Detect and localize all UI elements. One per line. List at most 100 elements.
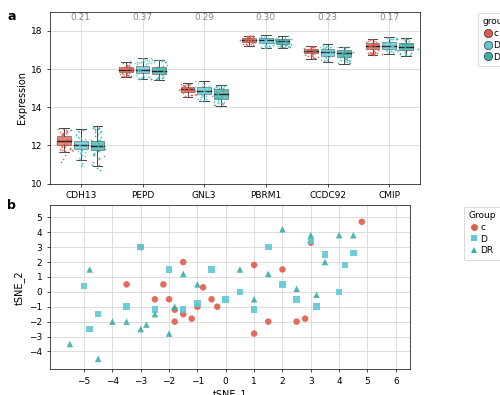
Point <box>220 99 228 105</box>
Point <box>136 244 144 250</box>
Point <box>310 44 318 51</box>
Point <box>407 41 415 47</box>
Bar <box>136 66 149 73</box>
Point <box>197 94 205 100</box>
Point <box>199 284 207 291</box>
Point <box>160 58 168 65</box>
Point <box>273 40 281 46</box>
Point <box>270 40 278 47</box>
Point <box>68 147 76 154</box>
Point <box>218 93 226 99</box>
Point <box>127 73 135 79</box>
Point <box>244 41 252 48</box>
Point <box>321 50 329 56</box>
Point <box>158 75 166 81</box>
Point <box>96 128 104 134</box>
Point <box>59 130 67 137</box>
Point <box>272 39 280 45</box>
Point <box>318 45 326 51</box>
Point <box>310 47 318 54</box>
Point <box>139 69 147 75</box>
Point <box>179 259 187 265</box>
Point <box>58 132 66 139</box>
Point <box>61 148 69 154</box>
Point <box>249 41 257 48</box>
Point <box>280 38 288 44</box>
Point <box>72 132 80 138</box>
Point <box>250 296 258 303</box>
Point <box>92 165 100 171</box>
Point <box>261 45 269 51</box>
Point <box>92 147 100 153</box>
Point <box>242 41 250 47</box>
Point <box>74 128 82 134</box>
Y-axis label: tSNE_2: tSNE_2 <box>14 270 25 305</box>
Point <box>388 43 396 49</box>
Point <box>277 37 285 43</box>
Point <box>258 43 266 50</box>
Point <box>98 143 106 149</box>
Point <box>77 147 85 154</box>
X-axis label: tSNE_1: tSNE_1 <box>213 389 247 395</box>
Point <box>114 64 122 70</box>
Point <box>188 92 196 98</box>
Point <box>194 301 202 307</box>
Point <box>74 142 82 148</box>
Point <box>321 57 329 64</box>
Point <box>154 66 162 72</box>
Point <box>217 86 225 92</box>
Point <box>255 38 263 44</box>
Point <box>150 59 158 66</box>
Point <box>308 43 316 49</box>
Point <box>186 85 194 91</box>
Point <box>386 38 394 44</box>
Point <box>90 124 98 131</box>
Point <box>185 81 193 88</box>
Point <box>404 36 411 42</box>
Point <box>86 266 94 273</box>
Point <box>284 43 292 50</box>
Point <box>264 318 272 325</box>
Point <box>218 100 226 106</box>
Point <box>286 41 294 47</box>
Point <box>54 136 62 142</box>
Point <box>309 44 317 51</box>
Point <box>364 38 372 44</box>
Point <box>398 41 406 47</box>
Point <box>301 316 309 322</box>
Point <box>194 80 202 86</box>
Point <box>200 82 208 88</box>
Bar <box>74 141 88 149</box>
Point <box>304 47 312 53</box>
Point <box>128 67 136 73</box>
Point <box>264 271 272 277</box>
Point <box>307 232 315 238</box>
Point <box>368 41 376 48</box>
Point <box>66 146 74 152</box>
Point <box>90 151 98 157</box>
Point <box>71 145 79 152</box>
Point <box>76 149 84 156</box>
Point <box>372 50 380 56</box>
Text: 0.23: 0.23 <box>318 13 338 23</box>
Point <box>136 67 144 73</box>
Point <box>180 83 188 89</box>
Point <box>400 44 408 50</box>
Point <box>198 92 206 99</box>
Point <box>92 129 100 135</box>
Point <box>371 41 379 47</box>
Point <box>272 38 280 44</box>
Point <box>338 54 346 60</box>
Point <box>202 96 210 103</box>
Point <box>280 44 288 50</box>
Point <box>364 50 372 56</box>
Point <box>145 73 153 80</box>
Point <box>94 156 102 162</box>
Point <box>195 91 203 97</box>
Point <box>72 130 80 137</box>
Point <box>88 151 96 158</box>
Point <box>126 66 134 72</box>
Point <box>189 85 197 92</box>
Point <box>386 41 394 47</box>
Point <box>262 38 270 44</box>
